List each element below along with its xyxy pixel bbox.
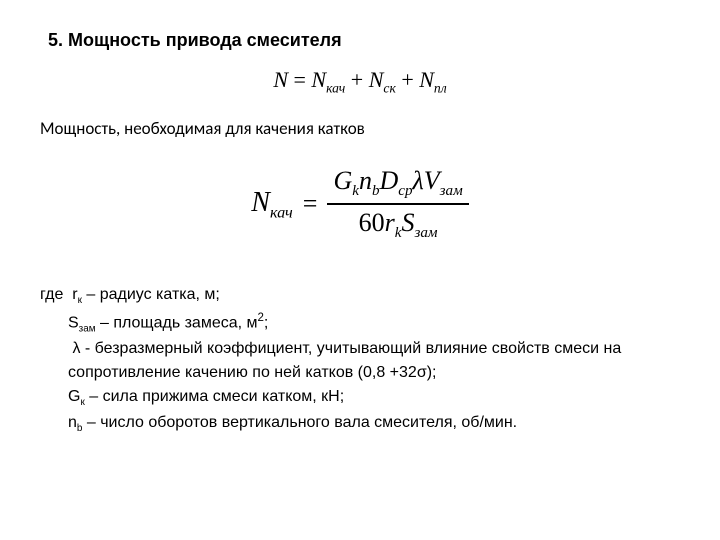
formula-term-2: Nск [369, 67, 402, 92]
definition-item: λ - безразмерный коэффициент, учитывающи… [40, 337, 680, 385]
formula-term-3: Nпл [419, 67, 446, 92]
formula-eq: = [294, 67, 306, 92]
definition-item: Gк – сила прижима смеси катком, кН; [40, 385, 680, 411]
section-heading: 5. Мощность привода смесителя [48, 30, 680, 51]
fraction-numerator: GknbDcpλVзам [327, 165, 468, 201]
fraction-denominator: 60rkSзам [353, 207, 444, 243]
inline-formula-total-power: N = Nкач + Nск + Nпл [40, 67, 680, 96]
definition-item: где rк – радиус катка, м; [40, 283, 680, 309]
subheading: Мощность, необходимая для качения катков [40, 118, 680, 139]
display-formula-fraction: GknbDcpλVзам 60rkSзам [327, 165, 468, 243]
definition-item: Sзам – площадь замеса, м2; [40, 310, 680, 337]
formula-term-1: Nкач [311, 67, 350, 92]
fraction-bar [327, 203, 468, 205]
formula-plus-2: + [401, 67, 419, 92]
formula-lhs: N [273, 67, 288, 92]
formula-plus-1: + [351, 67, 369, 92]
display-formula-eq: = [303, 189, 318, 219]
display-formula-rolling-power: Nкач = GknbDcpλVзам 60rkSзам [40, 159, 680, 249]
display-formula-lhs: Nкач [251, 187, 293, 223]
slide-page: 5. Мощность привода смесителя N = Nкач +… [0, 0, 720, 540]
definition-item: nb – число оборотов вертикального вала с… [40, 411, 680, 437]
variable-definitions: где rк – радиус катка, м; Sзам – площадь… [40, 283, 680, 437]
